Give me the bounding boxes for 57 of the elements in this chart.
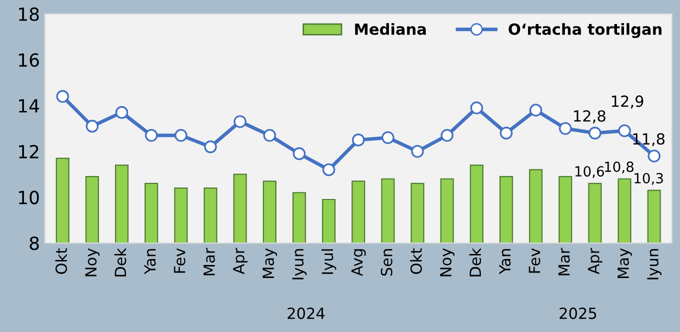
data-label: 10,8 (605, 162, 634, 174)
y-tick-label: 12 (19, 144, 38, 158)
x-tick-label: Apr (588, 248, 602, 274)
x-tick-label: Iyun (647, 249, 662, 280)
legend-label: Mediana (355, 23, 426, 35)
point (144, 128, 158, 142)
point (618, 124, 631, 138)
point (86, 120, 99, 133)
point (648, 150, 660, 162)
point (588, 126, 602, 140)
x-tick-label: Iyul (321, 249, 336, 274)
point (440, 128, 454, 142)
x-tick-label: Sen (380, 249, 392, 276)
y-tick-label: 18 (19, 7, 39, 22)
point (470, 101, 484, 114)
point (56, 90, 70, 103)
x-tick-label: Yan (499, 249, 511, 274)
x-tick-label: Iyun (292, 249, 307, 280)
point (234, 115, 246, 128)
point (411, 145, 424, 158)
y-tick-label: 14 (19, 99, 40, 112)
point (292, 147, 306, 160)
point (382, 131, 394, 144)
legend-label: O‘rtacha tortilgan (508, 23, 662, 38)
point (174, 128, 188, 142)
x-tick-label: Mar (204, 248, 215, 276)
point (322, 163, 336, 176)
x-tick-label: Dek (114, 248, 126, 276)
point (263, 128, 276, 142)
point (529, 104, 542, 117)
point (115, 106, 128, 119)
x-tick-label: Fev (528, 248, 540, 273)
data-label: 12,9 (612, 95, 644, 109)
point (352, 134, 365, 146)
x-tick-label: May (618, 248, 632, 278)
text: 2025 (560, 308, 596, 320)
x-tick-label: Mar (558, 248, 570, 276)
x-tick-label: Avg (351, 249, 366, 276)
y-tick-label: 10 (19, 190, 39, 204)
x-tick-label: Okt (55, 248, 68, 274)
x-tick-label: Dek (469, 248, 482, 276)
point (558, 122, 572, 135)
point (500, 126, 513, 140)
data-label: 10,6 (575, 166, 604, 178)
point (204, 140, 217, 154)
x-tick-label: Yan (144, 249, 156, 274)
x-tick-label: Okt (410, 248, 422, 274)
y-tick-label: 8 (30, 236, 39, 250)
text: 2024 (288, 308, 325, 320)
x-tick-label: Fev (174, 248, 186, 273)
x-tick-label: Noy (440, 248, 454, 276)
x-tick-label: May (262, 248, 278, 278)
data-label: 12,8 (574, 110, 606, 124)
x-tick-label: Noy (85, 248, 100, 276)
y-tick-label: 16 (19, 53, 39, 67)
x-tick-label: Apr (233, 248, 248, 274)
data-label: 10,3 (634, 172, 663, 185)
